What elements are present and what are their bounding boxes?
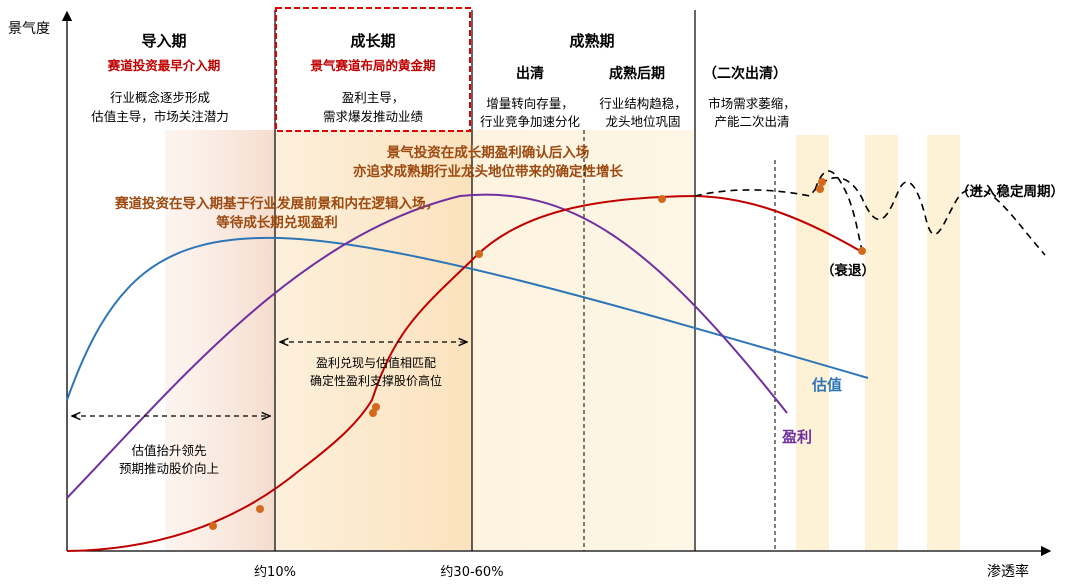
band-second-2 xyxy=(865,135,898,550)
dot-6 xyxy=(658,195,666,203)
annotation-decline: （衰退） xyxy=(821,262,875,279)
dot-4 xyxy=(372,403,380,411)
prosperity-curve xyxy=(66,194,863,552)
annotation-growth-entry-1: 景气投资在成长期盈利确认后入场 xyxy=(387,144,590,161)
dot-3 xyxy=(369,409,377,417)
annotation-valuation-lead-1: 估值抬升领先 xyxy=(131,443,206,458)
x-tick-10: 约10% xyxy=(254,565,296,580)
stage-second-desc-1: 市场需求萎缩， xyxy=(708,96,796,111)
stage-intro-title: 导入期 xyxy=(141,32,186,50)
stage-intro-subtitle: 赛道投资最早介入期 xyxy=(107,58,221,73)
stage-late-desc-2: 龙头地位巩固 xyxy=(605,114,680,129)
dot-5 xyxy=(475,250,483,258)
y-axis-label: 景气度 xyxy=(8,21,50,37)
band-growth xyxy=(275,130,472,550)
label-valuation: 估值 xyxy=(811,376,842,394)
band-mature xyxy=(472,130,694,550)
band-second-3 xyxy=(927,135,960,550)
stage-intro-desc-2: 估值主导，市场关注潜力 xyxy=(91,109,229,124)
annotation-growth-entry-2: 亦追求成熟期行业龙头地位带来的确定性增长 xyxy=(353,163,623,180)
growth-highlight-box xyxy=(275,7,471,132)
band-second-1 xyxy=(796,135,829,550)
stage-clearing-title: 出清 xyxy=(516,65,544,82)
dot-7 xyxy=(816,185,824,193)
stage-growth-subtitle: 景气赛道布局的黄金期 xyxy=(310,58,435,73)
stage-second-desc-2: 产能二次出清 xyxy=(714,114,789,129)
dot-8 xyxy=(818,178,826,186)
stage-clearing-desc-1: 增量转向存量， xyxy=(486,96,574,111)
x-tick-30-60: 约30-60% xyxy=(440,565,503,580)
annotation-valuation-lead-2: 预期推动股价向上 xyxy=(119,461,219,476)
annotation-profit-match-2: 确定性盈利支撑股价高位 xyxy=(310,373,442,388)
stage-intro-desc-1: 行业概念逐步形成 xyxy=(110,90,210,105)
dot-2 xyxy=(256,505,264,513)
stage-second-title: （二次出清） xyxy=(703,65,787,82)
stage-growth-desc-1: 盈利主导， xyxy=(342,90,405,105)
valuation-curve xyxy=(66,236,869,401)
annotation-track-entry-1: 赛道投资在导入期基于行业发展前景和内在逻辑入场， xyxy=(114,195,439,212)
stage-growth-title: 成长期 xyxy=(350,32,395,50)
annotation-track-entry-2: 等待成长期兑现盈利 xyxy=(216,214,338,231)
label-profit: 盈利 xyxy=(781,428,812,446)
annotation-profit-match-1: 盈利兑现与估值相匹配 xyxy=(316,355,436,370)
profit-curve xyxy=(66,193,788,499)
stage-mature-title: 成熟期 xyxy=(569,32,614,50)
stage-growth-desc-2: 需求爆发推动业绩 xyxy=(323,109,424,124)
x-axis-label: 渗透率 xyxy=(987,563,1029,580)
dot-1 xyxy=(209,522,217,530)
annotation-stable: （进入稳定周期） xyxy=(956,183,1064,200)
decline-dashed-curve xyxy=(814,170,863,251)
stage-late-desc-1: 行业结构趋稳， xyxy=(599,96,687,111)
stable-cycle-curve xyxy=(694,177,1046,256)
stage-clearing-desc-2: 行业竞争加速分化 xyxy=(480,114,581,129)
dot-9 xyxy=(858,247,866,255)
stage-late-title: 成熟后期 xyxy=(609,65,665,82)
